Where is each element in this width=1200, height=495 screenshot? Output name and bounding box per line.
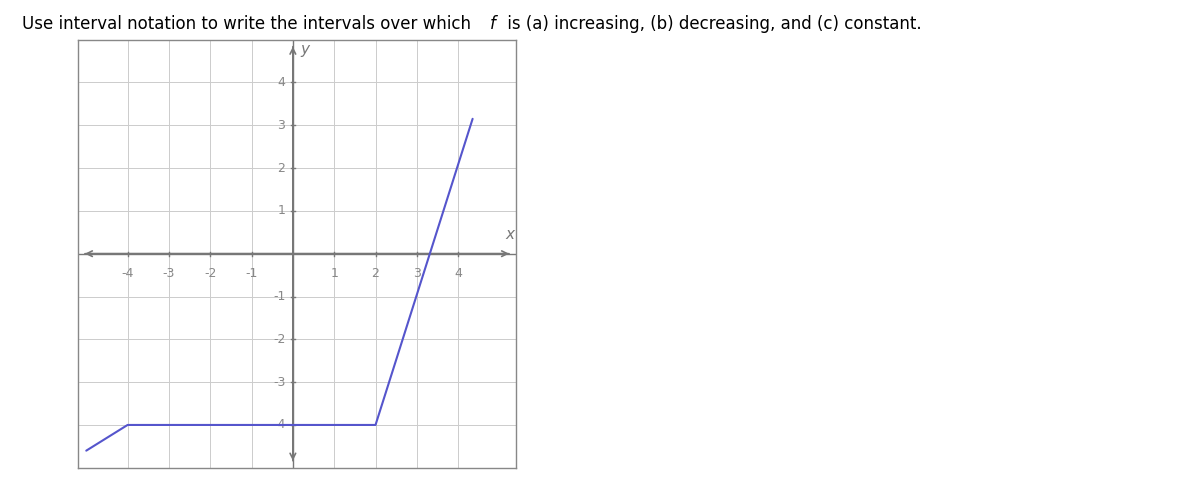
Text: 4: 4 [455,267,462,280]
Text: 1: 1 [330,267,338,280]
Text: -4: -4 [274,418,286,432]
Text: -3: -3 [274,376,286,389]
Text: x: x [505,227,514,242]
Text: f: f [490,15,496,33]
Text: 1: 1 [277,204,286,217]
Text: 2: 2 [277,161,286,175]
Text: 4: 4 [277,76,286,89]
Text: y: y [300,42,310,57]
Text: -1: -1 [274,290,286,303]
Text: -3: -3 [163,267,175,280]
Text: -1: -1 [245,267,258,280]
Text: is (a) increasing, (b) decreasing, and (c) constant.: is (a) increasing, (b) decreasing, and (… [502,15,922,33]
Text: 3: 3 [277,119,286,132]
Text: 3: 3 [413,267,421,280]
Text: -2: -2 [274,333,286,346]
Text: -2: -2 [204,267,216,280]
Text: 2: 2 [372,267,379,280]
Text: -4: -4 [121,267,133,280]
Text: Use interval notation to write the intervals over which: Use interval notation to write the inter… [22,15,476,33]
